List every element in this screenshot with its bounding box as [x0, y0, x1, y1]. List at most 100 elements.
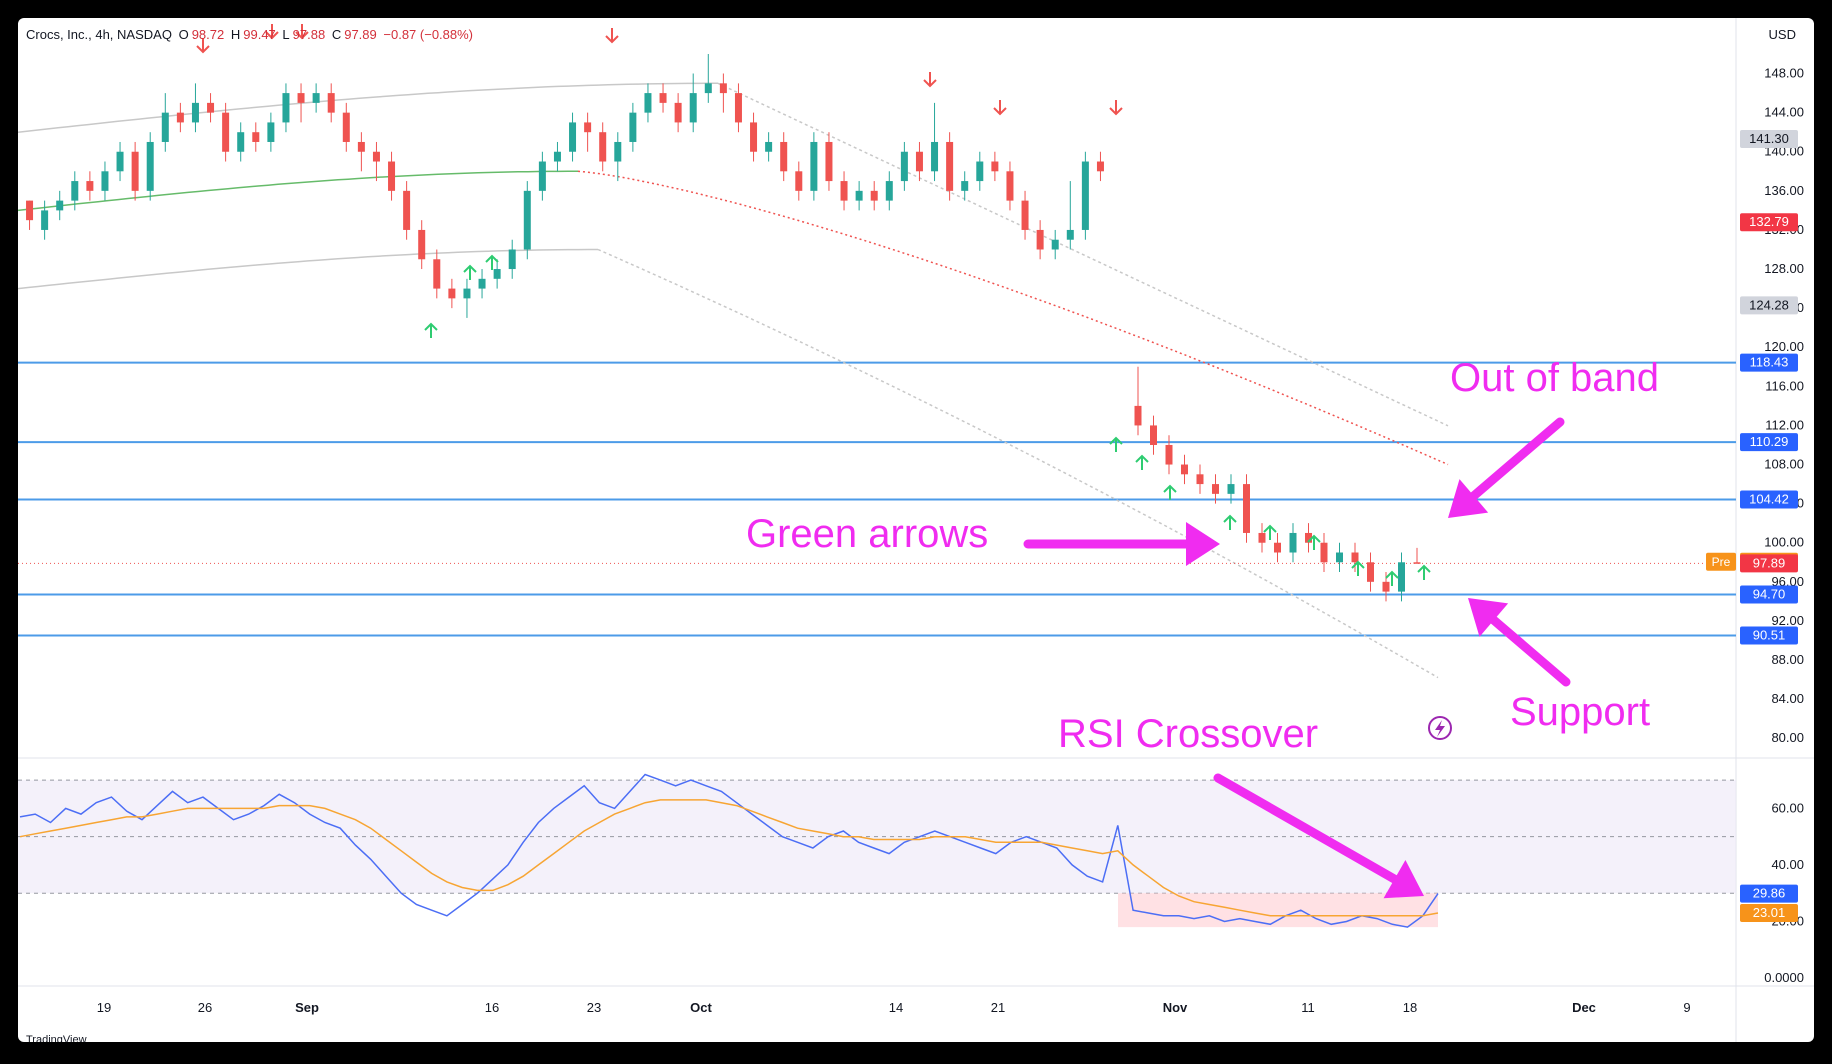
up-arrow-signal-icon: [1109, 436, 1123, 452]
rsi-tick-label: 60.00: [1771, 800, 1804, 815]
high-label: H: [230, 27, 241, 42]
candle-body: [1289, 532, 1297, 553]
candle-body: [689, 93, 697, 123]
up-arrow-signal-icon: [1163, 484, 1177, 500]
annotation-arrow-rsi-crossover: [1213, 773, 1399, 884]
candle-body: [207, 102, 215, 113]
candle-body: [1398, 562, 1405, 592]
price-label-box: [1740, 626, 1798, 645]
chart-frame: 148.00144.00140.00136.00132.00128.00124.…: [18, 18, 1814, 1042]
candle-body: [41, 210, 49, 230]
price-tick-label: 144.00: [1764, 105, 1804, 120]
candle-body: [1051, 239, 1059, 250]
high-value: 99.47: [243, 27, 276, 42]
price-label-box: [1740, 353, 1798, 372]
rsi-tick-label: 0.0000: [1764, 970, 1804, 985]
candle-body: [1134, 405, 1142, 426]
candle-body: [734, 93, 742, 123]
candle-body: [418, 229, 426, 260]
candle-body: [1181, 464, 1188, 475]
rsi-oversold-fill: [1118, 893, 1438, 928]
x-tick-label: 16: [485, 1000, 499, 1015]
x-tick-label: 19: [97, 1000, 111, 1015]
annotation-rsi-crossover: RSI Crossover: [1058, 712, 1319, 756]
annotation-arrow-out-of-band-head: [1448, 479, 1489, 518]
candle-body: [885, 181, 893, 201]
vwap-dotted-line: [577, 170, 1449, 466]
candle-body: [86, 181, 94, 191]
candle-body: [116, 151, 124, 172]
candle-body: [146, 141, 154, 191]
down-arrow-signal-icon: [1109, 100, 1123, 116]
candle-body: [1320, 542, 1328, 563]
candle-body: [1096, 161, 1104, 172]
candle-body: [719, 83, 727, 94]
annotation-arrow-support-head: [1468, 598, 1509, 637]
candle-body: [931, 141, 939, 172]
up-arrow-signal-icon: [1385, 570, 1399, 586]
price-label-text: 94.70: [1753, 587, 1786, 602]
candle-body: [357, 141, 365, 152]
currency-button[interactable]: USD: [1768, 27, 1796, 42]
candle-body: [463, 288, 471, 299]
price-tick-label: 112.00: [1765, 417, 1804, 432]
candle-body: [810, 141, 818, 191]
rsi-line: [19, 773, 1439, 928]
candle-body: [825, 141, 833, 182]
x-tick-label: Dec: [1572, 1000, 1596, 1015]
candle-body: [433, 259, 441, 289]
lightning-icon-bolt: [1435, 720, 1445, 737]
candle-body: [750, 122, 758, 152]
candle-body: [342, 112, 350, 142]
candle-body: [191, 102, 199, 123]
chart-canvas[interactable]: 148.00144.00140.00136.00132.00128.00124.…: [18, 18, 1814, 1042]
candle-body: [237, 132, 245, 152]
annotation-green-arrows: Green arrows: [746, 512, 989, 556]
up-arrow-signal-icon: [424, 322, 438, 338]
candle-body: [961, 181, 969, 191]
candle-body: [131, 151, 139, 191]
low-value: 97.88: [292, 27, 326, 42]
candle-body: [327, 93, 335, 113]
candle-body: [1021, 200, 1029, 230]
down-arrow-signal-icon: [993, 100, 1007, 116]
tradingview-logo: TradingView: [26, 1034, 87, 1042]
x-tick-label: 14: [889, 1000, 903, 1015]
price-label-box: [1740, 433, 1798, 452]
price-tick-label: 84.00: [1771, 691, 1804, 706]
candle-body: [388, 161, 396, 191]
price-label-box: [1740, 130, 1798, 149]
price-tick-label: 92.00: [1771, 613, 1804, 628]
price-label-box: [1740, 296, 1798, 315]
candle-body: [252, 132, 260, 142]
price-label-text: 90.51: [1753, 627, 1786, 642]
down-arrow-signal-icon: [605, 28, 619, 44]
candle-body: [991, 161, 999, 172]
candle-body: [312, 93, 320, 103]
candle-body: [1081, 161, 1089, 230]
candle-body: [493, 269, 501, 279]
candle-body: [584, 122, 592, 133]
x-tick-label: 23: [587, 1000, 601, 1015]
price-label-box: [1740, 585, 1798, 604]
candle-body: [372, 151, 380, 162]
candle-body: [1212, 484, 1219, 494]
close-value: 97.89: [344, 27, 377, 42]
rsi-value-label-box: [1740, 884, 1798, 903]
candle-body: [267, 122, 275, 142]
price-tick-label: 136.00: [1764, 183, 1804, 198]
annotation-support: Support: [1510, 690, 1651, 734]
down-arrow-signal-icon: [196, 38, 210, 54]
candle-body: [282, 93, 290, 123]
candle-body: [795, 171, 803, 191]
price-label-text: 132.79: [1749, 214, 1789, 229]
price-tick-label: 96.00: [1771, 574, 1804, 589]
candle-body: [448, 288, 456, 299]
candle-body: [659, 93, 667, 103]
candle-body: [508, 249, 516, 270]
x-tick-label: 26: [198, 1000, 212, 1015]
candle-body: [1305, 532, 1312, 543]
open-label: O: [178, 27, 189, 42]
rsi-value-label-text: 23.01: [1753, 905, 1786, 920]
